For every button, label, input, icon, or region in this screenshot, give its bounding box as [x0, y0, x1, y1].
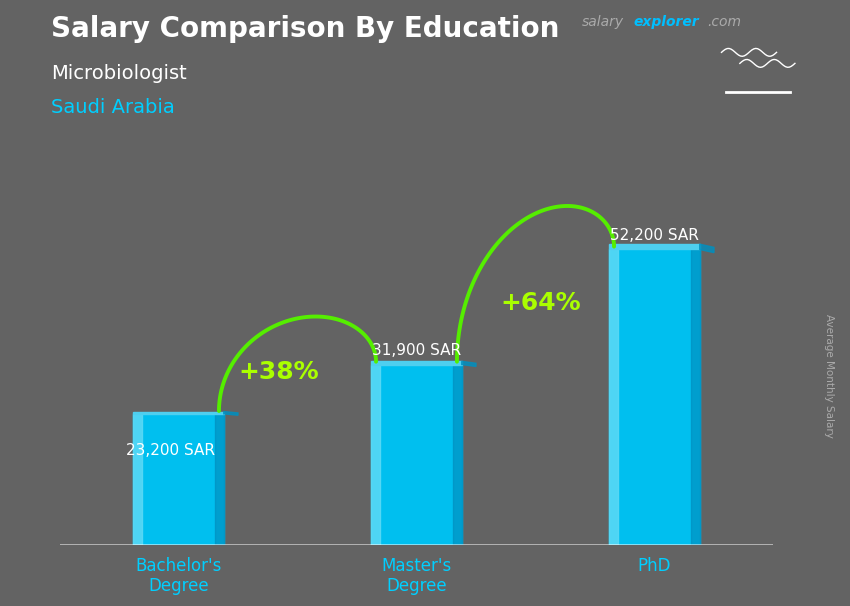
Text: .com: .com — [707, 15, 741, 29]
Text: Saudi Arabia: Saudi Arabia — [51, 98, 175, 117]
Bar — [371, 361, 462, 365]
Bar — [691, 250, 700, 545]
Text: Average Monthly Salary: Average Monthly Salary — [824, 314, 834, 438]
Bar — [609, 244, 700, 250]
Text: salary: salary — [582, 15, 625, 29]
Text: 52,200 SAR: 52,200 SAR — [610, 228, 699, 242]
Bar — [133, 411, 224, 414]
Text: Salary Comparison By Education: Salary Comparison By Education — [51, 15, 559, 43]
Text: Microbiologist: Microbiologist — [51, 64, 187, 82]
Text: 31,900 SAR: 31,900 SAR — [372, 343, 461, 358]
Polygon shape — [224, 411, 238, 415]
Bar — [371, 365, 462, 545]
Polygon shape — [700, 244, 714, 253]
Text: explorer: explorer — [633, 15, 699, 29]
Bar — [371, 365, 380, 545]
Bar — [453, 365, 462, 545]
Bar — [215, 414, 224, 545]
Text: 23,200 SAR: 23,200 SAR — [126, 443, 215, 458]
Bar — [133, 414, 142, 545]
Bar — [609, 250, 618, 545]
Text: +38%: +38% — [238, 360, 319, 384]
Polygon shape — [462, 361, 476, 367]
Bar — [609, 250, 700, 545]
Text: +64%: +64% — [500, 291, 581, 315]
Bar — [133, 414, 224, 545]
